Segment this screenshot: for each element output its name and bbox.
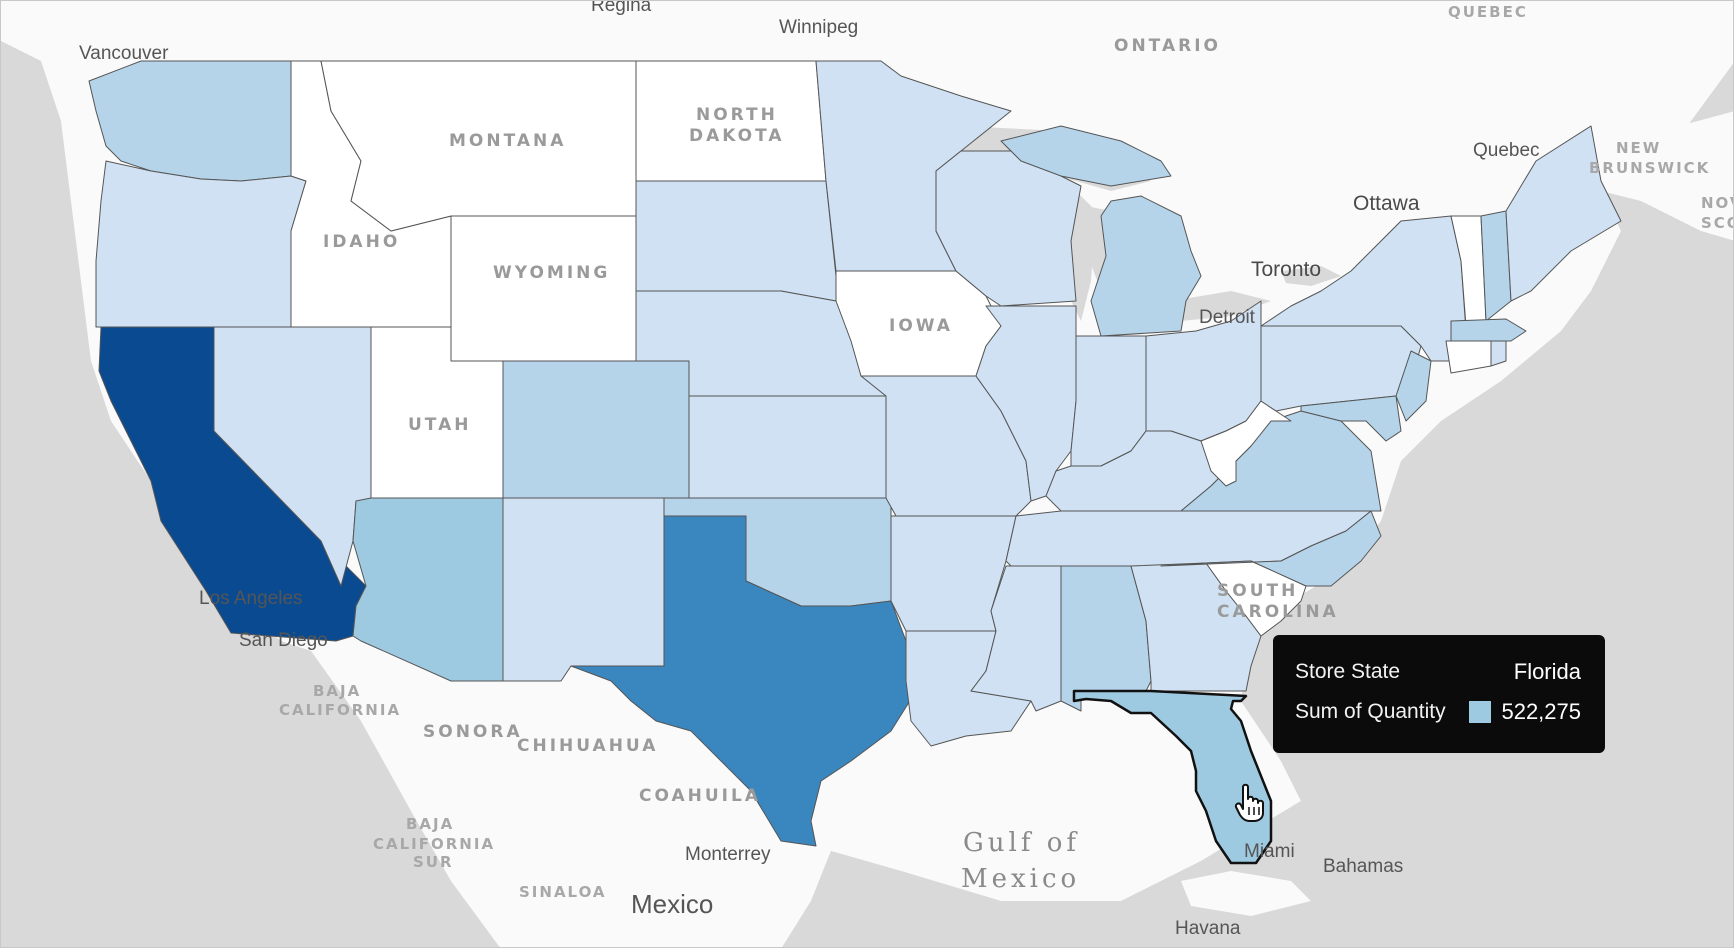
label-winnipeg: Winnipeg — [779, 17, 858, 38]
label-gulf-of: Gulf of — [963, 828, 1080, 858]
tooltip: Store State Florida Sum of Quantity 522,… — [1273, 635, 1605, 753]
label-san-diego: San Diego — [239, 630, 328, 651]
state-new-jersey[interactable] — [1395, 350, 1432, 422]
state-rhode-island[interactable] — [1490, 340, 1507, 367]
state-maryland-delaware[interactable] — [1300, 395, 1402, 442]
label-carolina: CAROLINA — [1217, 602, 1339, 622]
label-monterrey: Monterrey — [685, 844, 771, 865]
label-dakota: DAKOTA — [689, 126, 785, 146]
label-havana: Havana — [1175, 918, 1241, 939]
tooltip-measure-wrap: 522,275 — [1469, 699, 1581, 725]
label-new: NEW — [1616, 139, 1661, 157]
states-layer[interactable] — [88, 60, 1622, 864]
label-wyoming: WYOMING — [493, 263, 610, 283]
tooltip-row-state: Store State Florida — [1295, 659, 1581, 685]
label-baja-sur-1: BAJA — [406, 815, 454, 833]
tooltip-color-swatch — [1469, 701, 1492, 723]
tooltip-row-measure: Sum of Quantity 522,275 — [1295, 699, 1581, 725]
cuba-land — [1181, 871, 1311, 916]
state-massachusetts[interactable] — [1450, 318, 1527, 342]
map-labels: MONTANA NORTH DAKOTA IDAHO WYOMING IOWA … — [79, 1, 1734, 939]
label-regina: Regina — [591, 1, 652, 16]
label-baja: BAJA — [313, 682, 361, 700]
gulf-st-lawrence — [1601, 191, 1733, 300]
label-ottawa: Ottawa — [1353, 192, 1420, 215]
label-utah: UTAH — [408, 415, 471, 435]
label-ontario: ONTARIO — [1114, 36, 1221, 56]
lake-michigan — [1071, 191, 1096, 321]
label-bahamas: Bahamas — [1323, 856, 1403, 877]
hand-pointer-cursor-icon — [1234, 783, 1264, 822]
label-california-mx: CALIFORNIA — [279, 701, 401, 719]
tooltip-measure-value: 522,275 — [1501, 699, 1581, 724]
label-coahuila: COAHUILA — [639, 786, 761, 806]
maritime-land — [1601, 111, 1733, 241]
label-mexico-country: Mexico — [631, 889, 713, 919]
label-quebec-province: QUEBEC — [1448, 3, 1528, 21]
label-baja-sur-2: CALIFORNIA — [373, 835, 495, 853]
label-south: SOUTH — [1217, 581, 1298, 601]
state-wisconsin[interactable] — [935, 150, 1082, 307]
state-colorado[interactable] — [502, 360, 690, 499]
state-texas[interactable] — [570, 515, 917, 847]
state-oregon[interactable] — [95, 160, 307, 328]
label-baja-sur-3: SUR — [413, 853, 454, 871]
label-miami: Miami — [1244, 841, 1295, 862]
label-sonora: SONORA — [423, 722, 523, 742]
label-brunswick: BRUNSWICK — [1589, 159, 1710, 177]
label-los-angeles: Los Angeles — [199, 588, 303, 609]
label-gulf-mexico: Mexico — [961, 864, 1080, 894]
lake-ontario — [1281, 266, 1341, 286]
state-new-mexico[interactable] — [502, 497, 665, 682]
label-north: NORTH — [696, 105, 778, 125]
state-kansas[interactable] — [688, 395, 887, 499]
label-sinaloa: SINALOA — [519, 883, 607, 901]
state-michigan[interactable] — [1000, 125, 1202, 337]
label-chihuahua: CHIHUAHUA — [517, 736, 658, 756]
label-quebec-city: Quebec — [1473, 140, 1540, 161]
label-scot: SCOT — [1701, 214, 1734, 232]
florida-highlight-outline — [1072, 689, 1273, 865]
state-wyoming[interactable] — [450, 215, 637, 362]
gulf-of-california — [281, 641, 500, 947]
state-west-virginia[interactable] — [1200, 400, 1292, 487]
tooltip-measure-label: Sum of Quantity — [1295, 700, 1446, 723]
label-iowa: IOWA — [889, 316, 953, 336]
label-montana: MONTANA — [449, 131, 566, 151]
state-north-carolina[interactable] — [1160, 510, 1382, 587]
label-nova: NOVA — [1701, 194, 1734, 212]
label-toronto: Toronto — [1251, 258, 1321, 281]
state-south-dakota[interactable] — [635, 180, 837, 302]
label-vancouver: Vancouver — [79, 43, 169, 64]
tooltip-dimension-value: Florida — [1513, 659, 1581, 684]
tooltip-dimension-label: Store State — [1295, 660, 1401, 683]
state-maine[interactable] — [1505, 125, 1622, 302]
label-detroit: Detroit — [1199, 307, 1256, 328]
lake-erie — [1171, 291, 1271, 321]
label-idaho: IDAHO — [323, 232, 400, 252]
